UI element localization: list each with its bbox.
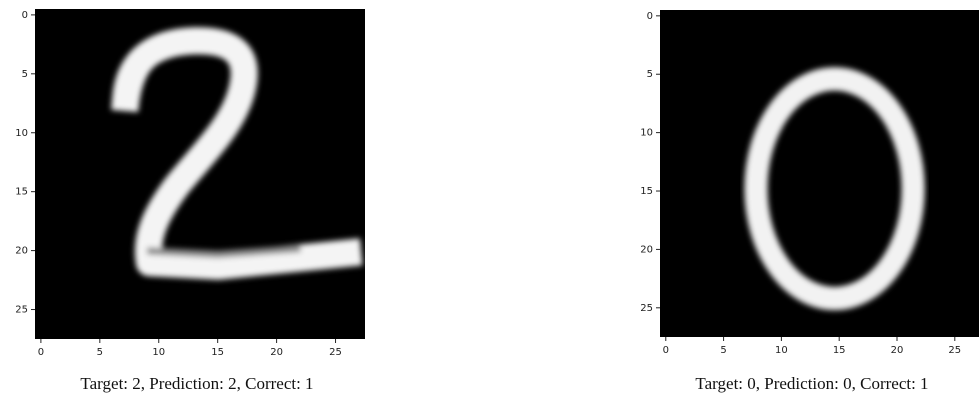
y-tick-label: 15 — [15, 187, 28, 198]
y-tick-label: 20 — [640, 244, 653, 255]
x-tick-label: 25 — [329, 347, 342, 358]
y-tick-label: 10 — [640, 128, 653, 139]
x-tick-label: 5 — [97, 347, 103, 358]
x-tick-label: 15 — [833, 345, 846, 356]
y-tick-label: 25 — [15, 305, 28, 316]
x-tick-label: 10 — [152, 347, 165, 358]
y-tick-label: 0 — [22, 10, 28, 21]
y-tick-label: 25 — [640, 303, 653, 314]
x-tick-label: 10 — [775, 345, 788, 356]
x-tick-label: 15 — [211, 347, 224, 358]
y-tick-label: 15 — [640, 186, 653, 197]
y-tick-label: 10 — [15, 128, 28, 139]
y-tick-label: 5 — [647, 69, 653, 80]
y-tick-label: 0 — [647, 11, 653, 22]
figure: 0 5 10 15 20 25 0 5 10 15 20 25 Target: 2, Predictio… — [0, 0, 979, 405]
x-tick-label: 5 — [720, 345, 726, 356]
x-tick-label: 0 — [663, 345, 669, 356]
x-tick-label: 20 — [270, 347, 283, 358]
x-tick-label: 20 — [891, 345, 904, 356]
caption: Target: 0, Prediction: 0, Correct: 1 — [695, 374, 928, 393]
x-tick-label: 25 — [948, 345, 961, 356]
page: 0 5 10 15 20 25 0 5 10 15 20 25 Target: 2, Predictio… — [0, 0, 979, 405]
y-tick-label: 20 — [15, 246, 28, 257]
caption: Target: 2, Prediction: 2, Correct: 1 — [80, 374, 313, 393]
x-tick-label: 0 — [38, 347, 44, 358]
y-tick-label: 5 — [22, 69, 28, 80]
